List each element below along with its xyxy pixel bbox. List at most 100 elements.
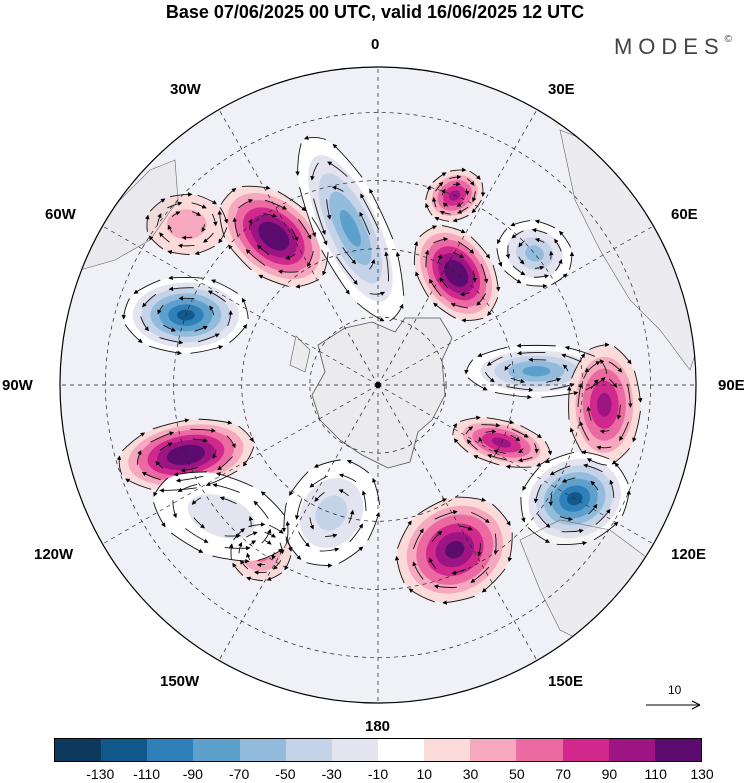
colorbar-swatch (608, 739, 655, 761)
positive-anomaly (397, 497, 513, 603)
wind-streamline (177, 483, 198, 493)
wind-streamline (306, 562, 333, 568)
wind-streamline (145, 214, 150, 232)
wind-streamline (466, 439, 478, 451)
colorbar-swatch (55, 739, 102, 761)
wind-streamline (264, 540, 272, 545)
brand-logo: MODES© (614, 34, 732, 60)
wind-streamline (125, 478, 152, 490)
wind-streamline (457, 241, 475, 254)
map-border (59, 66, 697, 704)
wind-streamline (564, 345, 596, 357)
wind-streamline (614, 462, 629, 485)
wind-streamline (229, 323, 247, 343)
wind-streamline (511, 230, 524, 239)
colorbar-tick-label: -70 (229, 766, 250, 782)
wind-streamline (590, 480, 599, 491)
parallel-circle (241, 248, 515, 522)
wind-streamline (534, 219, 556, 229)
wind-streamline (608, 361, 623, 373)
wind-streamline (285, 253, 296, 260)
wind-streamline (619, 421, 629, 442)
wind-streamline (331, 185, 344, 192)
wind-streamline (384, 251, 390, 282)
meridian-line (377, 384, 538, 661)
wind-streamline (313, 198, 326, 235)
colorbar-swatch (562, 739, 609, 761)
colorbar-tick-label: 130 (690, 766, 714, 782)
wind-streamline (486, 356, 503, 367)
wind-streamline (338, 546, 364, 564)
wind-streamline (264, 531, 276, 538)
wind-streamline (298, 186, 317, 238)
wind-streamline (327, 161, 348, 177)
copyright-mark: © (724, 34, 732, 45)
wind-streamline (579, 421, 590, 441)
wind-streamline (228, 244, 252, 271)
wind-streamline (533, 484, 542, 504)
lon-label-30e: 30E (548, 81, 575, 98)
reference-vector-arrow (646, 700, 701, 710)
wind-streamline (197, 194, 217, 205)
lon-label-120e: 120E (671, 546, 707, 563)
wind-streamline (218, 227, 228, 244)
colorbar-swatch (654, 739, 701, 761)
wind-streamline (492, 503, 511, 526)
wind-streamline (599, 359, 608, 374)
wind-streamline (245, 249, 266, 266)
wind-streamline (168, 275, 204, 281)
wind-streamline (192, 438, 208, 443)
wind-streamline (616, 404, 622, 420)
wind-streamline (211, 213, 218, 227)
wind-streamline (309, 517, 314, 530)
wind-streamline (201, 224, 206, 233)
negative-anomaly (297, 136, 404, 321)
wind-streamline (561, 528, 584, 534)
wind-streamline (609, 378, 618, 388)
wind-streamline (291, 228, 299, 242)
wind-streamline (442, 202, 449, 208)
wind-streamline (256, 244, 270, 256)
wind-streamline (153, 502, 166, 528)
wind-streamline (227, 310, 233, 327)
wind-streamline (504, 363, 512, 371)
wind-streamline (246, 576, 263, 582)
lon-label-180: 180 (365, 718, 391, 735)
parallel-circle (105, 112, 651, 658)
wind-streamline (589, 342, 610, 350)
colorbar-swatch (331, 739, 378, 761)
wind-streamline (172, 500, 177, 519)
wind-streamline (571, 353, 586, 379)
wind-streamline (431, 197, 437, 208)
wind-streamline (348, 509, 355, 524)
wind-streamline (527, 527, 551, 543)
wind-streamline (192, 211, 201, 217)
wind-streamline (309, 475, 328, 488)
wind-streamline (191, 497, 202, 505)
wind-streamline (493, 449, 506, 454)
wind-streamline (496, 248, 503, 267)
lon-label-60w: 60W (45, 206, 76, 223)
wind-streamline (356, 302, 385, 322)
colorbar-swatch (147, 739, 194, 761)
wind-streamline (313, 459, 341, 468)
wind-streamline (518, 256, 525, 265)
wind-streamline (586, 361, 601, 373)
wind-streamline (517, 456, 533, 463)
wind-streamline (516, 350, 546, 356)
wind-streamline (494, 391, 532, 400)
wind-streamline (559, 516, 573, 522)
wind-streamline (220, 188, 237, 205)
wind-streamline (297, 218, 312, 240)
lon-label-30w: 30W (170, 81, 201, 98)
lon-label-150e: 150E (548, 673, 584, 690)
colorbar (54, 738, 702, 762)
wind-streamline (454, 496, 487, 502)
wind-streamline (459, 525, 473, 531)
wind-streamline (453, 438, 469, 453)
parallel-circle (173, 180, 583, 590)
wind-streamline (595, 508, 611, 525)
wind-streamline (311, 217, 328, 246)
